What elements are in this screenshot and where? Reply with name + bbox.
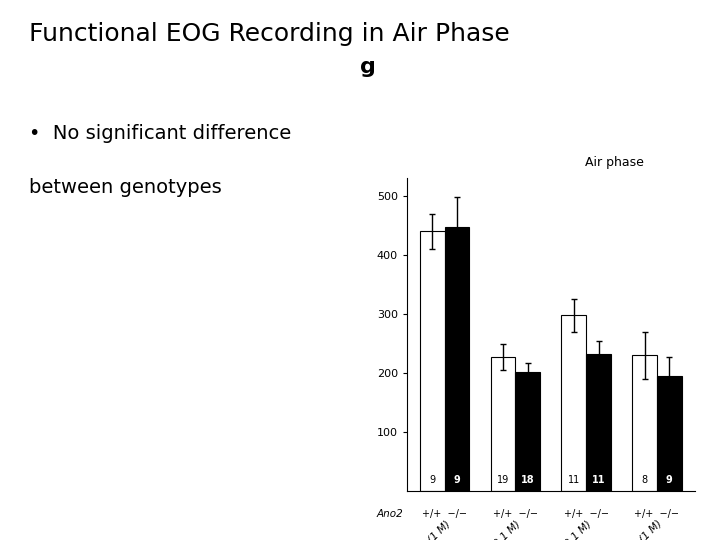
- Text: 18: 18: [521, 476, 535, 485]
- Text: 9: 9: [454, 476, 460, 485]
- Bar: [420, 231, 445, 491]
- Bar: [516, 372, 540, 491]
- Text: Geraniol (1 M): Geraniol (1 M): [605, 518, 664, 540]
- Text: Functional EOG Recording in Air Phase: Functional EOG Recording in Air Phase: [29, 22, 510, 45]
- Text: 8: 8: [642, 476, 647, 485]
- Bar: [562, 315, 586, 491]
- Bar: [445, 227, 469, 491]
- Text: +/+  −/−: +/+ −/−: [564, 509, 608, 519]
- Title: Air phase: Air phase: [585, 157, 644, 170]
- Text: •  No significant difference: • No significant difference: [29, 124, 291, 143]
- Text: Ano2: Ano2: [377, 509, 403, 519]
- Text: 11: 11: [567, 476, 580, 485]
- Text: 9: 9: [666, 476, 672, 485]
- Text: Mix2 (0.1 M): Mix2 (0.1 M): [541, 518, 593, 540]
- Text: 9: 9: [429, 476, 436, 485]
- Text: 11: 11: [592, 476, 606, 485]
- Text: 19: 19: [497, 476, 509, 485]
- Text: Mix1 (1 M): Mix1 (1 M): [406, 518, 451, 540]
- Text: Mix1 (0.1 M): Mix1 (0.1 M): [469, 518, 523, 540]
- Text: +/+  −/−: +/+ −/−: [634, 509, 680, 519]
- Text: g: g: [360, 57, 376, 77]
- Bar: [586, 354, 611, 491]
- Bar: [657, 376, 682, 491]
- Bar: [632, 355, 657, 491]
- Bar: [490, 356, 516, 491]
- Text: between genotypes: between genotypes: [29, 178, 222, 197]
- Text: +/+  −/−: +/+ −/−: [493, 509, 538, 519]
- Text: +/+  −/−: +/+ −/−: [422, 509, 467, 519]
